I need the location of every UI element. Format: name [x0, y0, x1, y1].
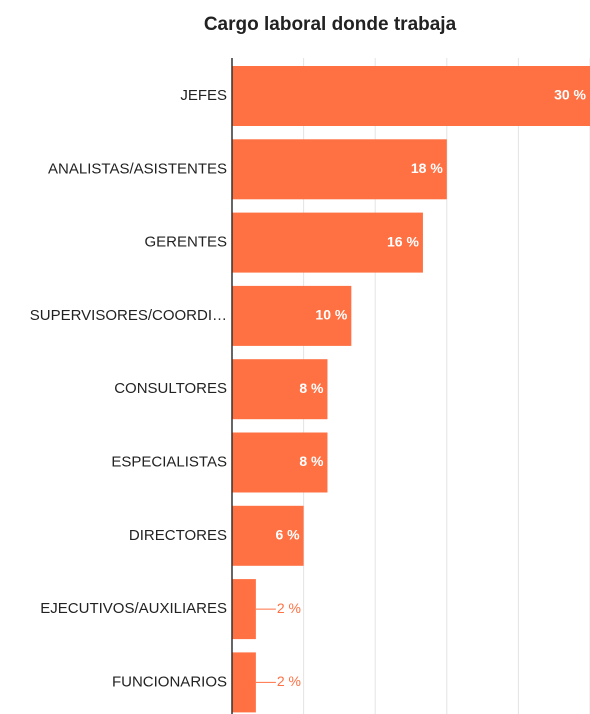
bar — [232, 432, 328, 493]
bar — [232, 139, 447, 200]
category-label: GERENTES — [144, 234, 227, 251]
category-label: JEFES — [180, 87, 227, 104]
value-label: 10 % — [315, 307, 347, 323]
category-label: ANALISTAS/ASISTENTES — [48, 160, 227, 177]
value-label: 2 % — [277, 600, 301, 616]
value-label: 8 % — [299, 453, 324, 469]
bar — [232, 66, 590, 126]
category-label: EJECUTIVOS/AUXILIARES — [40, 600, 227, 617]
value-label: 16 % — [387, 233, 419, 249]
category-label: SUPERVISORES/COORDI… — [30, 307, 227, 324]
bar — [232, 212, 423, 273]
category-label: DIRECTORES — [129, 527, 227, 544]
chart-title: Cargo laboral donde trabaja — [204, 14, 457, 35]
bar — [232, 652, 256, 713]
category-label: CONSULTORES — [114, 380, 227, 397]
bar — [232, 285, 352, 346]
bar — [232, 505, 304, 566]
category-label: ESPECIALISTAS — [111, 453, 227, 470]
bar — [232, 359, 328, 420]
value-label: 8 % — [299, 380, 324, 396]
category-label: FUNCIONARIOS — [112, 673, 227, 690]
value-label: 6 % — [275, 527, 300, 543]
value-label: 18 % — [411, 160, 443, 176]
value-label: 30 % — [554, 87, 586, 103]
value-label: 2 % — [277, 673, 301, 689]
bar — [232, 579, 256, 640]
